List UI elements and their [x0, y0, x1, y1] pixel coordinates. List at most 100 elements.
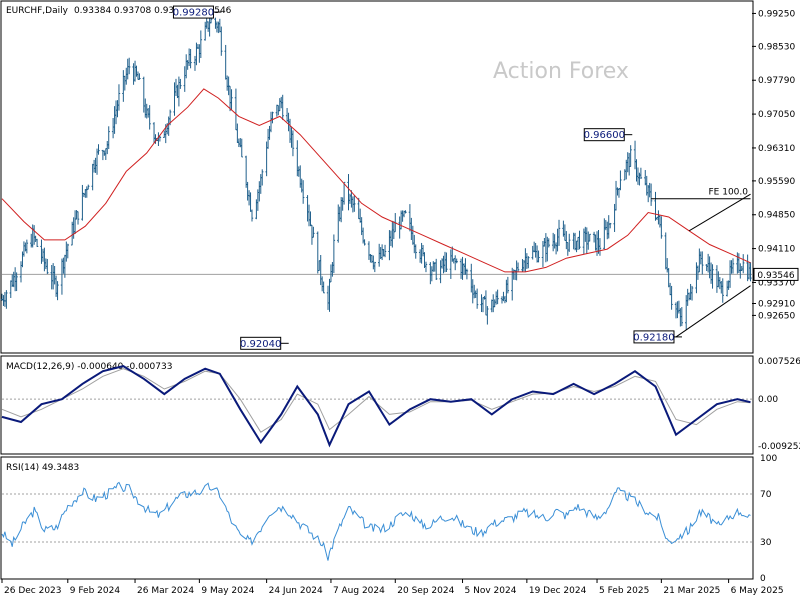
time-tick-label: 24 Jun 2024 [269, 586, 323, 596]
rsi-tick-label: 30 [760, 538, 772, 548]
ohlc-bar [56, 281, 59, 301]
ohlc-bar [568, 233, 571, 252]
ohlc-bar [148, 105, 151, 130]
ohlc-bar [506, 276, 510, 294]
macd-tick-label: 0.00 [758, 395, 778, 405]
svg-text:0.99280: 0.99280 [173, 8, 214, 19]
ohlc-bar [475, 288, 479, 309]
ohlc-bar [588, 233, 591, 242]
time-tick-label: 5 Nov 2024 [465, 586, 517, 596]
ohlc-bar [414, 244, 417, 259]
rsi-panel-frame [0, 456, 754, 580]
ohlc-bar [35, 238, 39, 247]
ohlc-bar [680, 307, 684, 327]
time-tick-label: 6 May 2025 [731, 586, 784, 596]
ohlc-bar [291, 130, 295, 157]
price-annotations: 0.99280 0.92040 0.96600 0.92180 FE 100.0 [173, 5, 748, 350]
ohlc-bar [445, 252, 448, 272]
ohlc-bar [749, 262, 752, 282]
time-tick-label: 7 Aug 2024 [333, 586, 385, 596]
ohlc-bar [383, 244, 387, 258]
ohlc-bar [127, 57, 131, 75]
ohlc-bar [455, 258, 458, 264]
ohlc-bar [87, 184, 90, 190]
price-tick-label: 0.98530 [758, 42, 795, 52]
price-tick-label: 0.94110 [758, 245, 795, 255]
ohlc-bar [373, 261, 377, 273]
ohlc-bar [15, 272, 18, 292]
ohlc-bar [435, 258, 438, 280]
ohlc-bar [250, 209, 254, 222]
price-tick-label: 0.94850 [758, 211, 795, 221]
price-panel-frame [0, 0, 754, 354]
level-label-2: 0.96600 [584, 128, 633, 142]
ohlc-bar [261, 169, 264, 186]
rsi-tick-label: 70 [760, 490, 772, 500]
ohlc-bar [619, 170, 622, 191]
price-tick-label: 0.96310 [758, 144, 795, 154]
macd-panel-frame [0, 355, 754, 455]
ohlc-bar [486, 306, 489, 325]
ohlc-bar [711, 264, 714, 289]
rsi-tick-label: 0 [760, 574, 766, 584]
ohlc-bar [230, 89, 233, 111]
svg-text:0.93546: 0.93546 [757, 271, 794, 281]
ohlc-bar [281, 94, 284, 121]
macd-tick-label: -0.009252 [758, 442, 800, 452]
rsi-panel: RSI(14) 49.3483 0 30 70 100 [0, 454, 777, 584]
macd-title: MACD(12,26,9) -0.000640 -0.000733 [6, 362, 172, 372]
ohlc-bar [240, 138, 243, 158]
ohlc-bar [138, 73, 141, 80]
ohlc-bar [271, 111, 274, 124]
ohlc-bar [516, 262, 520, 273]
time-tick-label: 9 May 2024 [201, 586, 254, 596]
time-tick-label: 5 Feb 2025 [599, 586, 649, 596]
ohlc-bar [46, 258, 49, 275]
watermark: Action Forex [493, 59, 629, 84]
ohlc-bar [322, 281, 325, 294]
svg-text:0.92040: 0.92040 [240, 339, 281, 350]
ohlc-bar [404, 210, 407, 214]
rsi-title: RSI(14) 49.3483 [6, 463, 79, 473]
ohlc-bar [97, 144, 100, 155]
macd-panel: MACD(12,26,9) -0.000640 -0.000733 -0.009… [0, 355, 800, 455]
ohlc-bar [639, 167, 643, 179]
price-tick-label: 0.99250 [758, 9, 795, 19]
trend-lines [651, 193, 751, 338]
channel-line-1 [688, 193, 751, 232]
ohlc-bar [76, 211, 80, 225]
ohlc-bar [189, 48, 192, 69]
time-tick-label: 21 Mar 2025 [663, 586, 720, 596]
price-tick-label: 0.93370 [758, 278, 795, 288]
ohlc-bar [537, 250, 540, 263]
ohlc-bar [690, 285, 694, 301]
ohlc-bar [301, 180, 305, 204]
ohlc-bar [496, 289, 499, 305]
ohlc-bar [117, 84, 121, 111]
ohlc-bar [547, 238, 550, 248]
ohlc-bar [220, 26, 223, 56]
moving-average [1, 88, 751, 273]
ohlc-bar [701, 251, 704, 275]
ohlc-bar [629, 145, 632, 167]
ohlc-bar [578, 230, 581, 250]
svg-text:0.96600: 0.96600 [584, 130, 625, 141]
time-tick-label: 20 Sep 2024 [397, 586, 454, 596]
time-tick-label: 26 Dec 2023 [4, 586, 62, 596]
last-price-tag: 0.93546 [753, 267, 799, 281]
price-tick-label: 0.92910 [758, 300, 795, 310]
ohlc-bar [66, 243, 69, 259]
ohlc-bar [557, 219, 561, 246]
ohlc-bar [598, 238, 602, 256]
ohlc-bar [332, 234, 336, 274]
channel-line-0 [675, 285, 751, 338]
price-tick-label: 0.97790 [758, 76, 795, 86]
ohlc-bar [199, 30, 203, 59]
ohlc-bar [742, 254, 745, 274]
ohlc-bar [107, 126, 110, 150]
ohlc-bar [179, 78, 182, 89]
ohlc-bar [353, 195, 356, 212]
rsi-tick-label: 100 [760, 454, 777, 464]
